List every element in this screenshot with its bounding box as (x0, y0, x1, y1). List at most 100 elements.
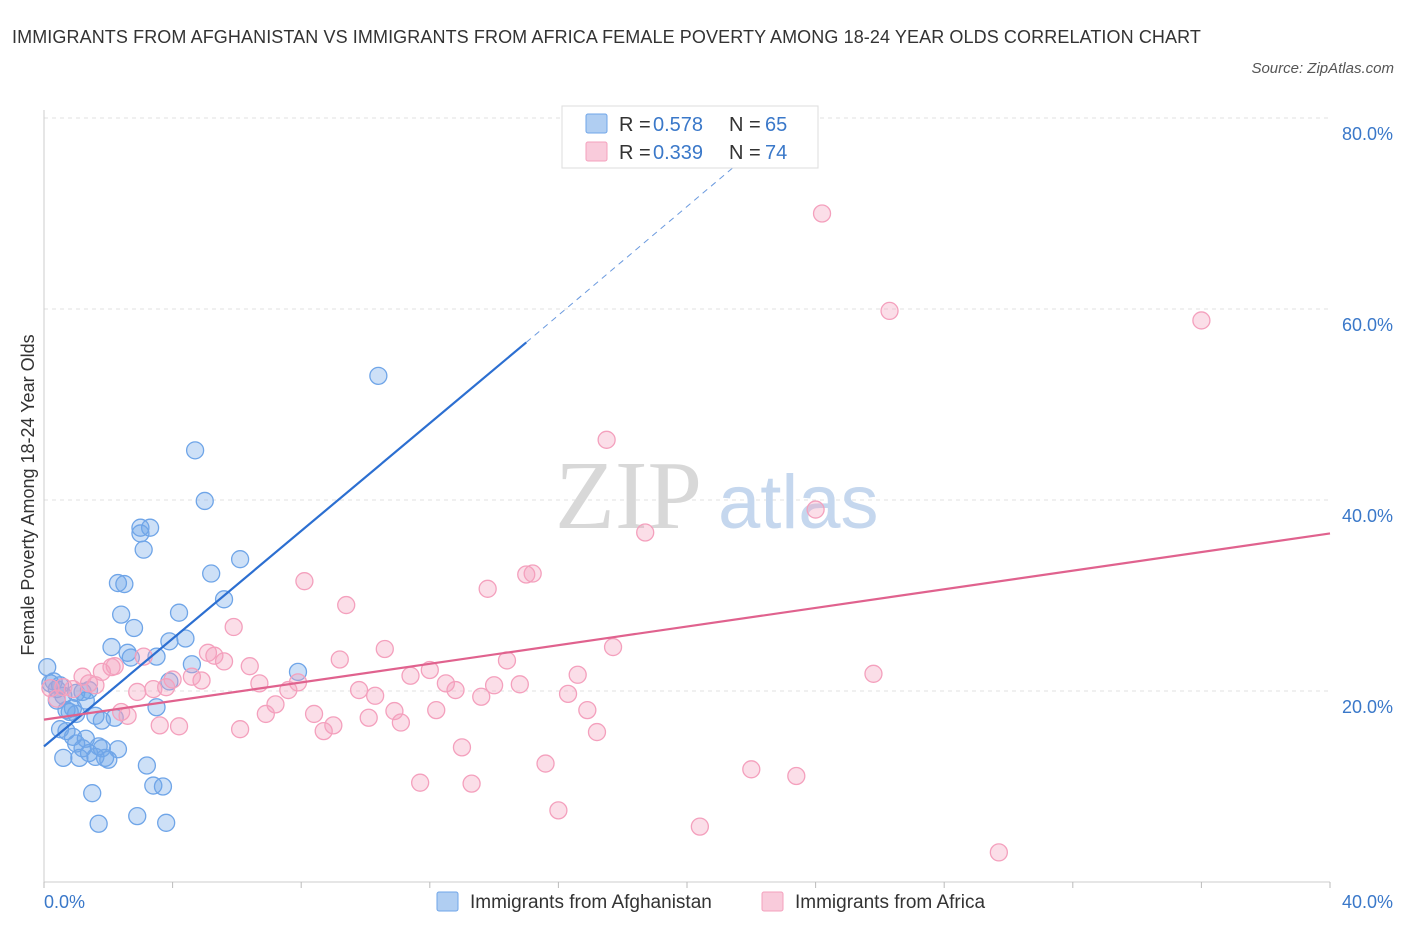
point-africa-11 (118, 706, 137, 725)
point-africa-34 (314, 721, 333, 741)
point-africa-9 (105, 657, 124, 676)
point-africa-46 (420, 660, 439, 680)
point-africa-72 (812, 204, 832, 223)
source-label: Source: ZipAtlas.com (1251, 60, 1394, 77)
watermark-atlas: atlas (718, 460, 879, 545)
point-afghanistan-49 (169, 603, 189, 622)
point-africa-29 (266, 695, 285, 714)
y-tick-label-3: 80.0% (1342, 124, 1393, 144)
point-africa-0 (41, 678, 60, 698)
point-afghanistan-53 (195, 491, 214, 511)
point-africa-28 (256, 704, 275, 724)
point-afghanistan-57 (288, 662, 308, 682)
point-africa-32 (295, 572, 314, 591)
legend-swatch-africa (585, 141, 608, 162)
point-africa-37 (337, 595, 356, 615)
point-afghanistan-32 (112, 605, 131, 624)
bottom-legend-swatch-africa (761, 891, 784, 912)
point-afghanistan-51 (182, 655, 202, 674)
trend-line-africa (43, 532, 1331, 721)
point-africa-59 (536, 754, 555, 773)
x-axis (43, 110, 1331, 888)
point-africa-3 (63, 679, 83, 699)
point-africa-69 (742, 760, 761, 779)
point-africa-45 (411, 773, 430, 792)
y-tick-label-2: 60.0% (1342, 315, 1393, 335)
x-axis-labels: 0.0% 40.0% (44, 892, 1393, 912)
point-africa-71 (806, 500, 825, 519)
point-afghanistan-30 (108, 740, 128, 759)
legend-n-label-afghanistan: N = (729, 114, 761, 136)
point-afghanistan-64 (92, 711, 112, 730)
legend: R = 0.578 N = 65 R = 0.339 N = 74 (561, 105, 819, 169)
point-afghanistan-26 (95, 748, 115, 767)
point-africa-42 (385, 701, 404, 721)
point-africa-74 (880, 301, 899, 321)
y-axis-label: Female Poverty Among 18-24 Year Olds (18, 334, 38, 655)
point-africa-33 (304, 704, 324, 724)
point-africa-39 (359, 708, 378, 727)
point-africa-70 (787, 766, 806, 786)
point-africa-19 (182, 667, 202, 686)
point-afghanistan-33 (115, 574, 134, 594)
legend-n-value-afghanistan: 65 (765, 114, 787, 136)
point-africa-35 (324, 716, 343, 735)
point-africa-53 (478, 579, 497, 598)
legend-r-label-afghanistan: R = (619, 114, 651, 136)
point-africa-49 (446, 680, 465, 700)
point-africa-25 (230, 720, 250, 739)
point-afghanistan-61 (76, 691, 95, 710)
legend-n-label-africa: N = (729, 142, 761, 164)
series-afghanistan-points (38, 366, 388, 833)
watermark-zip: ZIP (555, 442, 702, 550)
y-tick-label-0: 20.0% (1342, 697, 1393, 717)
point-afghanistan-35 (124, 618, 144, 638)
point-afghanistan-42 (144, 776, 163, 795)
point-afghanistan-39 (134, 540, 153, 559)
point-africa-64 (587, 722, 607, 742)
point-afghanistan-37 (131, 518, 150, 537)
point-africa-65 (597, 430, 616, 449)
x-tick-label-1: 40.0% (1342, 892, 1393, 912)
point-africa-36 (330, 650, 349, 669)
point-afghanistan-47 (160, 672, 179, 691)
point-africa-26 (240, 657, 259, 676)
bottom-legend-swatch-afghanistan (436, 891, 459, 912)
point-africa-5 (79, 674, 99, 693)
point-afghanistan-7 (54, 748, 73, 767)
point-afghanistan-45 (153, 777, 173, 796)
point-africa-51 (462, 774, 481, 793)
point-africa-58 (523, 564, 542, 583)
trend-line-afghanistan (43, 341, 527, 748)
point-africa-47 (427, 700, 446, 720)
bottom-legend: Immigrants from Afghanistan Immigrants f… (436, 891, 985, 913)
legend-r-value-africa: 0.339 (653, 142, 703, 164)
point-africa-17 (163, 670, 182, 689)
point-africa-61 (558, 684, 578, 704)
chart-title: IMMIGRANTS FROM AFGHANISTAN VS IMMIGRANT… (12, 27, 1201, 47)
point-africa-4 (73, 667, 92, 686)
point-afghanistan-25 (92, 739, 112, 758)
point-afghanistan-54 (202, 564, 221, 583)
point-africa-62 (568, 665, 587, 684)
legend-swatch-afghanistan (585, 113, 608, 134)
point-africa-66 (603, 637, 623, 657)
point-afghanistan-44 (147, 698, 166, 717)
y-axis-labels: 20.0% 40.0% 60.0% 80.0% (1342, 124, 1393, 717)
point-afghanistan-24 (89, 814, 108, 833)
point-africa-68 (690, 817, 710, 836)
point-afghanistan-23 (89, 737, 108, 756)
gridlines (44, 117, 1330, 692)
point-africa-24 (224, 617, 243, 637)
trend-line-afghanistan-extension (525, 165, 736, 343)
point-africa-67 (636, 523, 655, 542)
point-africa-56 (510, 675, 529, 694)
point-afghanistan-56 (230, 550, 250, 569)
point-africa-15 (150, 716, 169, 735)
point-africa-50 (452, 738, 472, 757)
legend-r-label-africa: R = (619, 142, 651, 164)
point-africa-20 (192, 671, 211, 690)
point-africa-1 (47, 689, 67, 708)
point-afghanistan-63 (121, 648, 140, 667)
point-afghanistan-46 (157, 813, 176, 832)
